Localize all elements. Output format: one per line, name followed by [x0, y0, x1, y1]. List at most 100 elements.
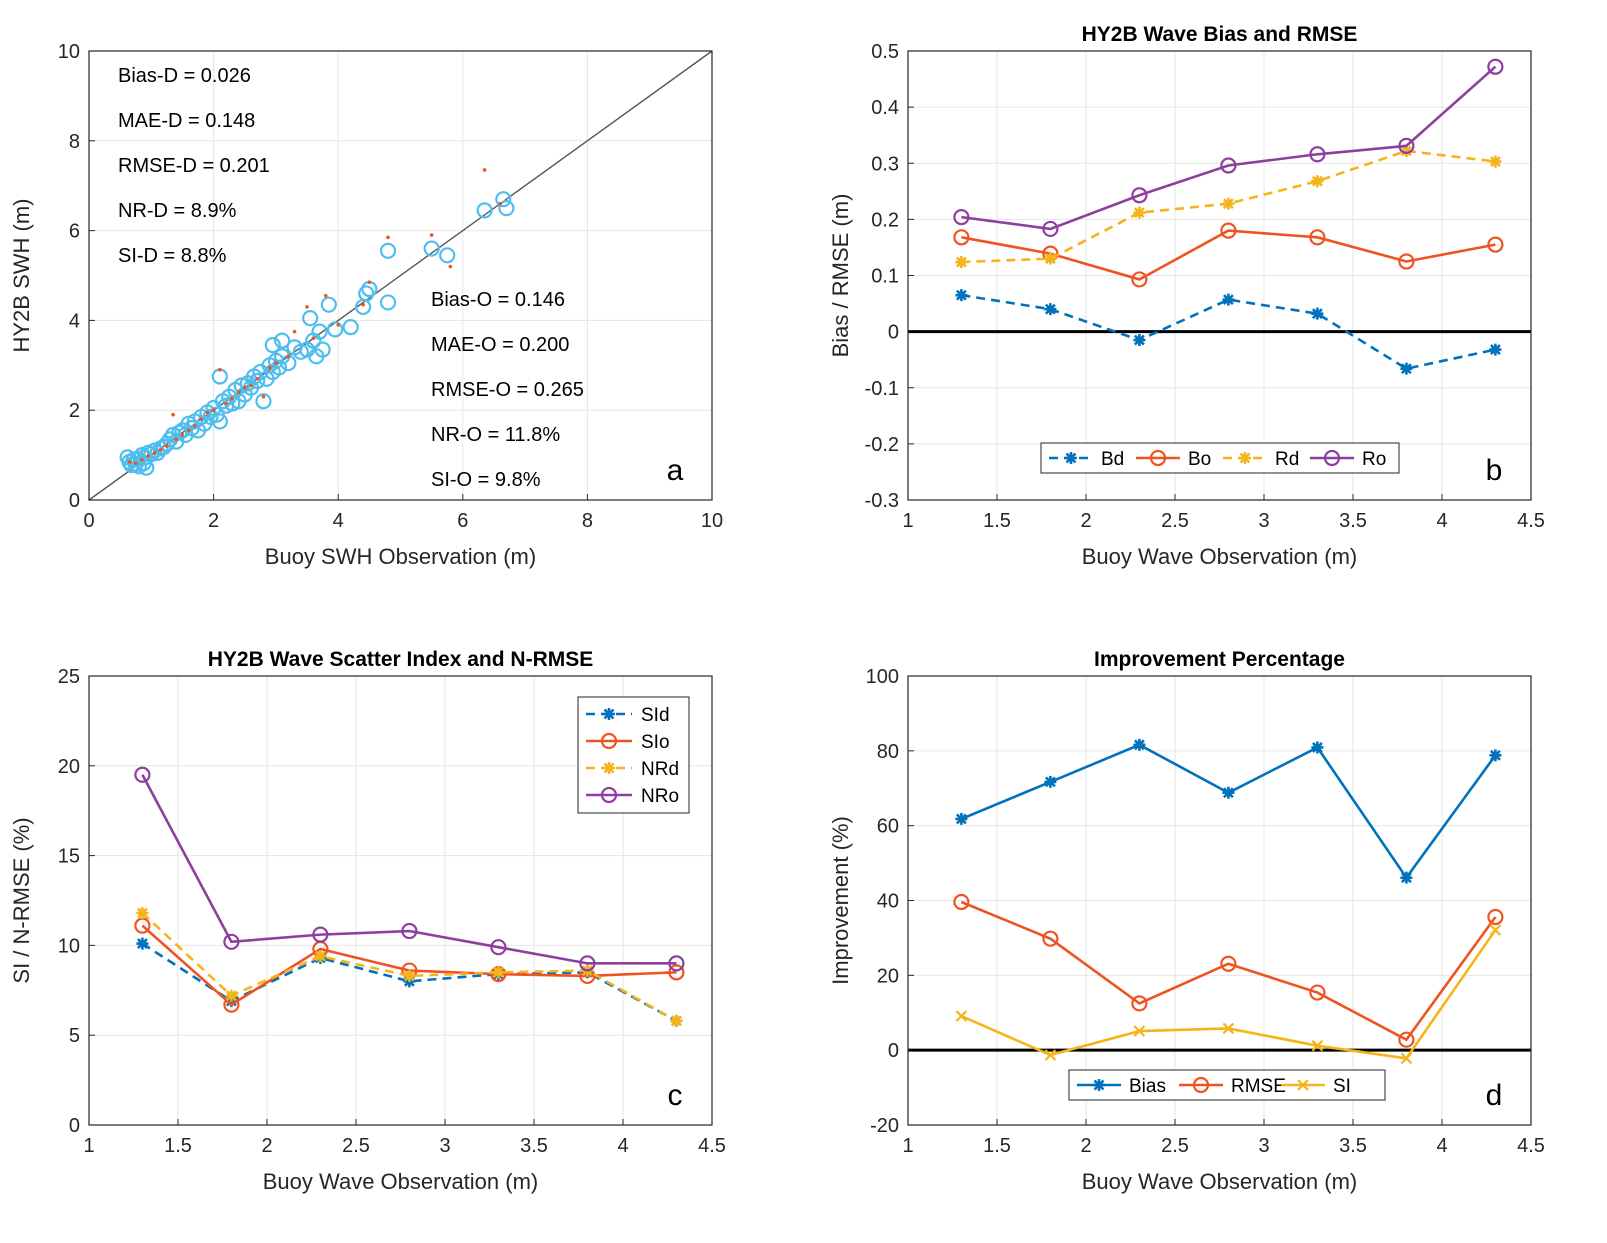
y-tick-label: 6: [69, 221, 80, 243]
x-tick-label: 1: [83, 1135, 94, 1157]
data-point: [133, 461, 138, 465]
x-tick-label: 1: [902, 510, 913, 532]
legend-marker-si: [1297, 1079, 1309, 1091]
y-tick-label: 0.3: [871, 153, 899, 175]
data-point: [134, 766, 151, 783]
y-tick-label: 0.4: [871, 97, 899, 119]
data-point: [1487, 236, 1504, 253]
data-point: [1311, 175, 1324, 188]
data-point: [224, 401, 228, 406]
x-tick-label: 10: [701, 510, 723, 532]
data-point: [218, 367, 222, 372]
data-point: [429, 233, 434, 237]
data-point: [314, 341, 331, 358]
data-point: [1042, 930, 1059, 947]
data-point: [342, 319, 359, 336]
data-point: [136, 907, 149, 920]
legend-marker-rd: [1239, 452, 1251, 464]
data-point: [186, 428, 191, 433]
data-point: [1222, 197, 1235, 210]
data-point: [1309, 984, 1326, 1001]
stat-label: MAE-O = 0.200: [431, 334, 569, 356]
x-tick-label: 3: [439, 1135, 450, 1157]
data-point: [320, 296, 337, 313]
series-line-nro: [141, 774, 677, 965]
x-axis-label: Buoy SWH Observation (m): [265, 544, 536, 569]
data-point: [1222, 786, 1235, 799]
data-point: [1042, 220, 1059, 238]
legend-box: [577, 696, 690, 814]
data-point: [193, 424, 197, 428]
data-point: [953, 229, 970, 246]
x-tick-label: 8: [582, 510, 593, 532]
data-point: [1044, 775, 1057, 788]
data-point: [165, 444, 169, 448]
x-tick-label: 2: [208, 510, 219, 532]
legend-marker-sio: [600, 732, 618, 750]
x-tick-label: 2.5: [1161, 510, 1189, 532]
data-point: [242, 385, 247, 390]
panel-letter: c: [668, 1079, 683, 1112]
data-point: [1400, 144, 1413, 157]
legend-label-nrd: NRd: [641, 759, 679, 780]
y-tick-label: 2: [69, 400, 80, 422]
y-tick-label: 60: [877, 816, 899, 838]
data-point: [312, 926, 329, 943]
data-point: [953, 893, 970, 911]
x-tick-label: 3.5: [1339, 1135, 1367, 1157]
legend-label-bd: Bd: [1101, 449, 1124, 470]
data-point: [311, 323, 328, 340]
data-point: [264, 336, 281, 354]
legend-label-bo: Bo: [1188, 449, 1211, 470]
data-point: [361, 302, 365, 307]
stat-label: SI-D = 8.8%: [118, 245, 227, 267]
data-point: [205, 410, 210, 415]
data-point: [274, 332, 291, 349]
legend-marker-rmse: [1192, 1076, 1210, 1094]
y-tick-label: 0: [888, 322, 899, 344]
data-point: [955, 256, 968, 269]
stat-label: RMSE-D = 0.201: [118, 155, 270, 177]
data-point: [955, 812, 968, 825]
data-point: [171, 412, 175, 417]
data-point: [1489, 155, 1502, 168]
data-point: [1133, 738, 1146, 751]
axes-frame: [907, 50, 1532, 501]
panel-c: 1 1.5 2 2.5 3 3.5 4 4.5 0 5 10 15 20 25 Buoy Wave Obse…: [9, 648, 726, 1194]
y-axis-label: SI / N-RMSE (%): [9, 817, 34, 983]
legend-label-bias: Bias: [1129, 1076, 1166, 1097]
legend-label-si: SI: [1333, 1076, 1351, 1097]
x-tick-label: 2.5: [342, 1135, 370, 1157]
series-rd: [955, 144, 1502, 269]
data-point: [482, 168, 487, 172]
data-point: [261, 394, 266, 399]
data-point: [1400, 1052, 1413, 1065]
data-point: [423, 240, 440, 257]
x-tick-label: 3: [1258, 510, 1269, 532]
data-point: [492, 966, 505, 979]
data-point: [668, 955, 685, 972]
data-point: [223, 933, 240, 950]
data-point: [498, 200, 515, 217]
axes-frame: [88, 50, 713, 501]
stat-label: Bias-O = 0.146: [431, 289, 565, 311]
legend-label-rd: Rd: [1275, 449, 1299, 470]
data-point: [326, 321, 344, 338]
y-tick-label: 0: [69, 1115, 80, 1137]
y-tick-label: 0.2: [871, 209, 899, 231]
data-point: [1222, 1022, 1235, 1035]
data-point: [305, 305, 309, 309]
data-point: [1400, 362, 1413, 375]
legend-box: [1068, 1069, 1386, 1101]
data-point: [146, 454, 150, 458]
legend-label-sio: SIo: [641, 732, 670, 753]
y-tick-label: 10: [58, 41, 80, 63]
legend: Bias RMSE SI: [1068, 1069, 1386, 1101]
data-point: [367, 280, 372, 285]
x-tick-label: 3.5: [520, 1135, 548, 1157]
x-tick-label: 1.5: [983, 1135, 1011, 1157]
data-point: [953, 209, 970, 226]
data-point: [448, 264, 453, 269]
x-tick-label: 2: [1080, 1135, 1091, 1157]
data-point: [1489, 749, 1502, 762]
